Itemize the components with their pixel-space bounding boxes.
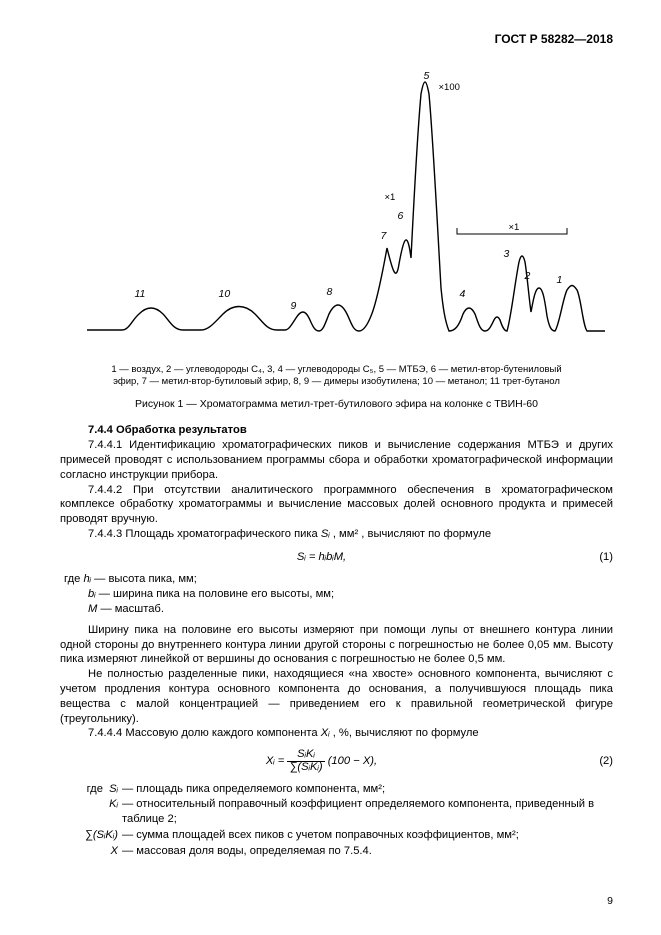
peak-label-6: 6	[398, 210, 404, 224]
peak-label-4: 4	[460, 288, 466, 302]
chromatogram-figure: 1 2 3 4 5 6 7 8 9 10 11 ×100 ×1 ×1	[67, 58, 607, 358]
p3-post: , вычисляют по формуле	[361, 528, 491, 540]
w2-t4: — массовая доля воды, определяемая по 7.…	[122, 844, 613, 859]
page-number: 9	[607, 895, 613, 909]
figure-title: Рисунок 1 — Хроматограмма метил-трет-бут…	[60, 398, 613, 412]
where1-t2: — ширина пика на половине его высоты, мм…	[99, 588, 334, 600]
where2-line4: X — массовая доля воды, определяемая по …	[60, 844, 613, 859]
mult-1b: ×1	[509, 222, 520, 235]
where1-s1: hᵢ	[83, 573, 91, 585]
formula-1-num: (1)	[583, 550, 613, 565]
where2-line1: где Sᵢ — площадь пика определяемого комп…	[60, 782, 613, 797]
where1-t1: — высота пика, мм;	[94, 573, 197, 585]
formula-2: Xᵢ = SᵢKᵢ ∑(SᵢKᵢ) (100 − X),	[60, 749, 583, 774]
chromatogram-path	[87, 82, 605, 331]
where2-line3: ∑(SᵢKᵢ) — сумма площадей всех пиков с уч…	[60, 828, 613, 843]
peak-label-3: 3	[504, 248, 510, 262]
peak-label-11: 11	[135, 288, 146, 302]
where1-s3: M	[88, 603, 97, 615]
where1-s2: bᵢ	[88, 588, 96, 600]
peak-label-10: 10	[219, 288, 231, 302]
doc-header: ГОСТ Р 58282—2018	[60, 32, 613, 48]
peak-label-5: 5	[424, 70, 430, 84]
peak-label-8: 8	[327, 286, 333, 300]
peak-label-9: 9	[291, 300, 297, 314]
chromatogram-svg	[67, 58, 607, 358]
section-title: Обработка результатов	[116, 424, 247, 436]
w2-t1: — площадь пика определяемого компонента,…	[122, 782, 613, 797]
section-num: 7.4.4	[88, 424, 113, 436]
where1-line2: bᵢ — ширина пика на половине его высоты,…	[60, 587, 613, 602]
w2-s3: ∑(SᵢKᵢ)	[60, 828, 122, 843]
para-7442: 7.4.4.2 При отсутствии аналитического пр…	[60, 483, 613, 527]
formula-2-row: Xᵢ = SᵢKᵢ ∑(SᵢKᵢ) (100 − X), (2)	[60, 749, 613, 774]
where1-line3: M — масштаб.	[60, 602, 613, 617]
para-7443: 7.4.4.3 Площадь хроматографического пика…	[60, 527, 613, 542]
w2-s2: Kᵢ	[60, 797, 122, 812]
f2-bot: ∑(SᵢKᵢ)	[287, 761, 324, 774]
formula-1: Sᵢ = hᵢbᵢM,	[60, 550, 583, 565]
f2-frac: SᵢKᵢ ∑(SᵢKᵢ)	[287, 749, 324, 774]
formula-1-row: Sᵢ = hᵢbᵢM, (1)	[60, 550, 613, 565]
f2-top: SᵢKᵢ	[297, 749, 315, 761]
where-block-2: где Sᵢ — площадь пика определяемого комп…	[60, 782, 613, 859]
legend-line1: 1 — воздух, 2 — углеводороды С₄, 3, 4 — …	[111, 364, 561, 375]
w2-t3: — сумма площадей всех пиков с учетом поп…	[122, 828, 613, 843]
p6-sym: Xᵢ	[321, 727, 330, 739]
p3-pre: 7.4.4.3 Площадь хроматографического пика	[88, 528, 321, 540]
legend-line2: эфир, 7 — метил-втор-бутиловый эфир, 8, …	[113, 376, 560, 387]
p6-pre: 7.4.4.4 Массовую долю каждого компонента	[88, 727, 321, 739]
para-7441: 7.4.4.1 Идентификацию хроматографических…	[60, 438, 613, 482]
para-7444: 7.4.4.4 Массовую долю каждого компонента…	[60, 726, 613, 741]
para-tail: Не полностью разделенные пики, находящие…	[60, 667, 613, 726]
formula-2-num: (2)	[583, 754, 613, 769]
where2-line2: Kᵢ — относительный поправочный коэффицие…	[60, 797, 613, 827]
mult-100: ×100	[439, 82, 460, 95]
f2-lhs: Xᵢ =	[266, 755, 288, 767]
w2-s4: X	[60, 844, 122, 859]
where1-t3: — масштаб.	[100, 603, 164, 615]
para-width: Ширину пика на половине его высоты измер…	[60, 623, 613, 667]
f2-rhs: (100 − X),	[328, 755, 377, 767]
p3-sym: Sᵢ	[321, 528, 330, 540]
peak-label-2: 2	[525, 270, 531, 284]
w2-intro: где	[87, 783, 103, 795]
figure-legend: 1 — воздух, 2 — углеводороды С₄, 3, 4 — …	[60, 364, 613, 388]
p6-post: , %, вычисляют по формуле	[333, 727, 479, 739]
peak-label-7: 7	[381, 230, 387, 244]
p3-unit: , мм²	[333, 528, 358, 540]
where1-line1: где hᵢ — высота пика, мм;	[60, 572, 613, 587]
mult-1a: ×1	[385, 192, 396, 205]
where1-intro: где	[64, 573, 83, 585]
section-heading-line: 7.4.4 Обработка результатов	[60, 423, 613, 438]
where-block-1: где hᵢ — высота пика, мм; bᵢ — ширина пи…	[60, 572, 613, 616]
w2-t2: — относительный поправочный коэффициент …	[122, 797, 613, 827]
peak-label-1: 1	[557, 274, 563, 288]
w2-s1: Sᵢ	[109, 783, 118, 795]
